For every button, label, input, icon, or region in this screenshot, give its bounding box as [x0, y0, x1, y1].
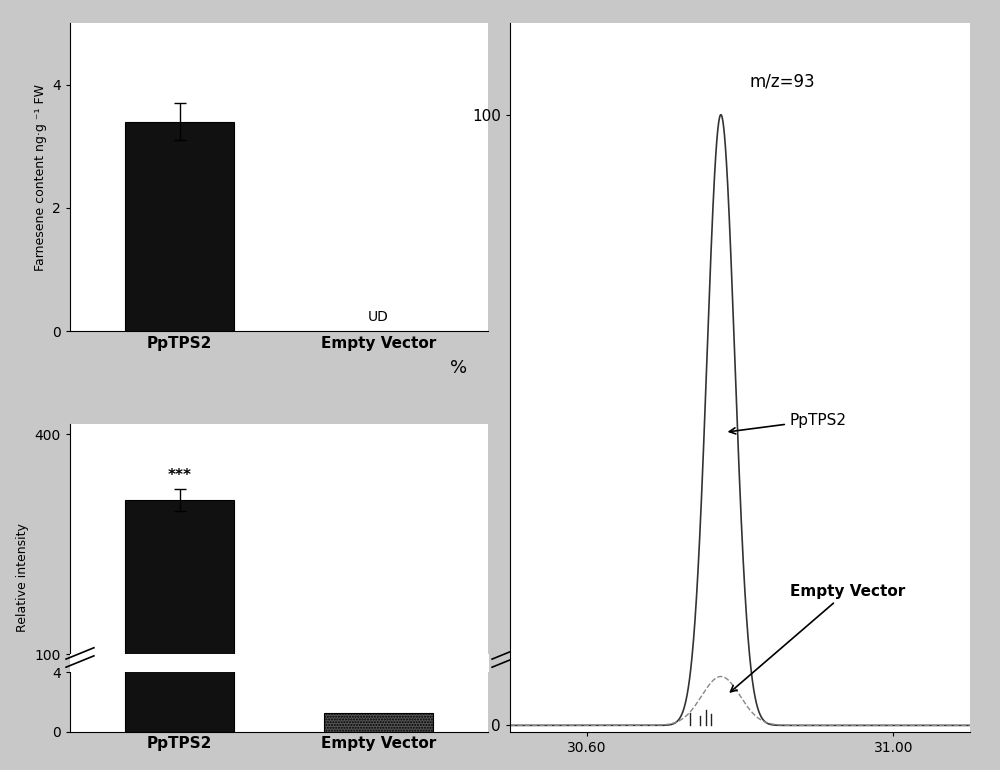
Text: Empty Vector: Empty Vector — [731, 584, 905, 691]
Bar — [324, 713, 433, 731]
Text: PpTPS2: PpTPS2 — [729, 413, 847, 434]
Bar — [125, 500, 234, 732]
Text: UD: UD — [368, 310, 389, 323]
Bar — [125, 122, 234, 331]
Y-axis label: %: % — [450, 360, 467, 377]
Text: m/z=93: m/z=93 — [749, 72, 815, 91]
Y-axis label: Relative intensity: Relative intensity — [16, 523, 29, 632]
Text: ***: *** — [168, 468, 192, 483]
Y-axis label: Farnesene content ng·g ⁻¹ FW: Farnesene content ng·g ⁻¹ FW — [34, 84, 47, 270]
